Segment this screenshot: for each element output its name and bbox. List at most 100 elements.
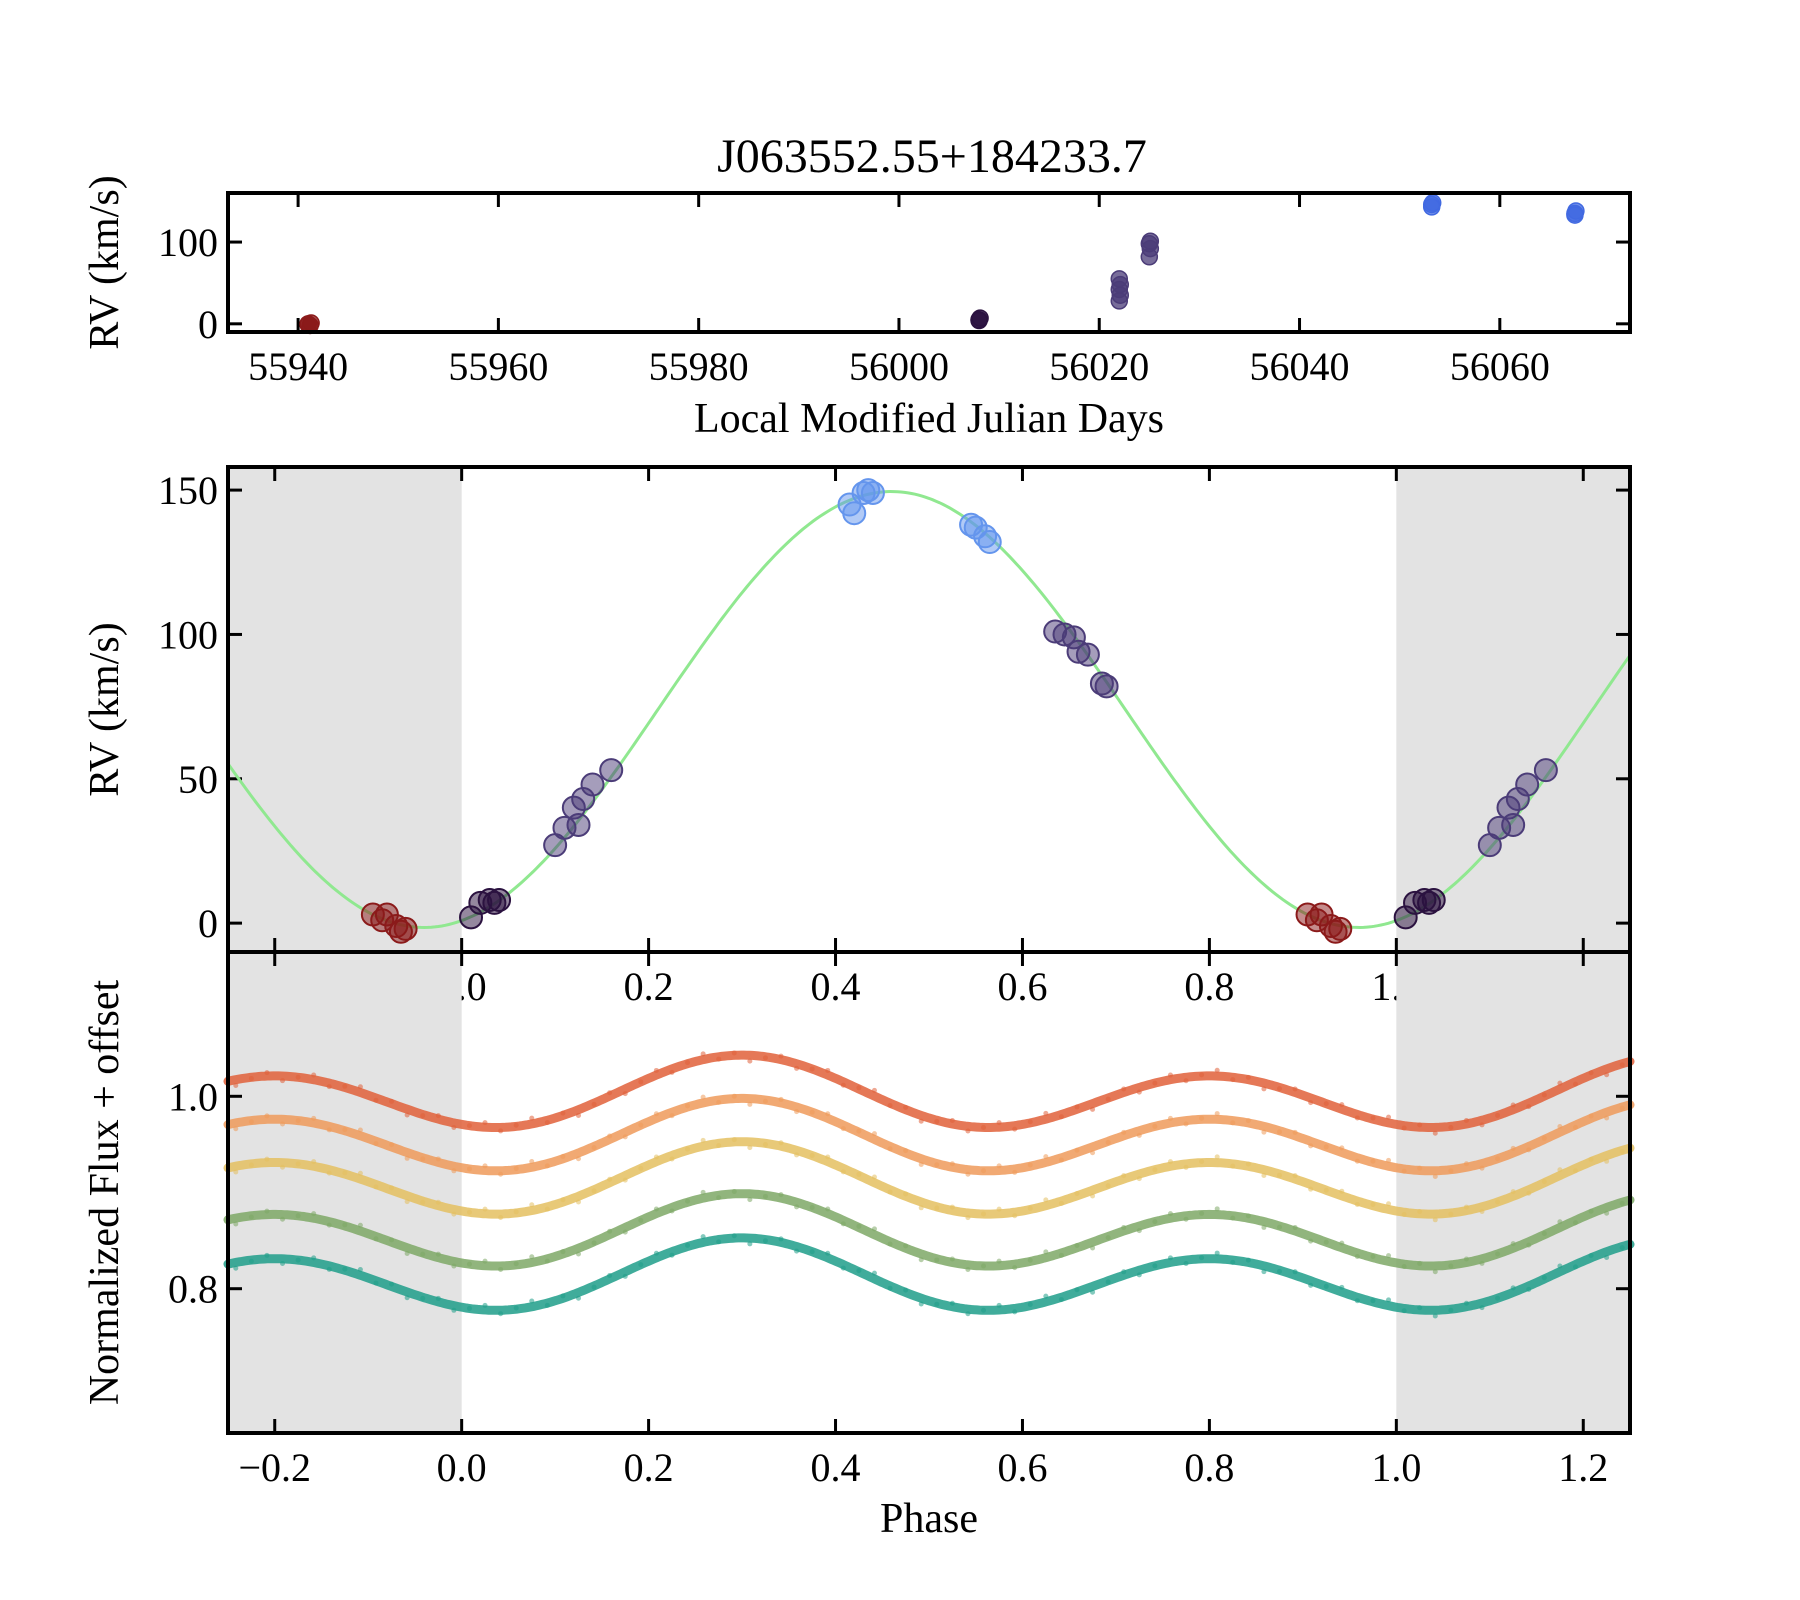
flux-point [1136, 1228, 1142, 1234]
flux-point [887, 1241, 893, 1247]
y-axis-label: Normalized Flux + offset [82, 980, 128, 1406]
shaded-region [1396, 467, 1630, 952]
flux-point [1183, 1164, 1189, 1170]
flux-point [311, 1072, 317, 1078]
flux-point [669, 1069, 675, 1075]
flux-point [1588, 1156, 1594, 1162]
flux-point [373, 1280, 379, 1286]
flux-point [731, 1189, 737, 1195]
flux-point [607, 1133, 613, 1139]
x-tick-label: −0.2 [238, 1445, 311, 1490]
flux-point [981, 1307, 987, 1313]
flux-point [871, 1270, 877, 1276]
flux-point [653, 1250, 659, 1256]
flux-point [1277, 1129, 1282, 1135]
flux-point [466, 1209, 472, 1215]
flux-point [342, 1127, 348, 1133]
flux-point [856, 1085, 862, 1091]
flux-light-curve [223, 1137, 1635, 1219]
flux-point [248, 1162, 254, 1168]
flux-point [1448, 1263, 1454, 1269]
flux-point [1588, 1253, 1594, 1259]
rv-phase-point [842, 501, 867, 526]
flux-point [1323, 1144, 1329, 1150]
flux-point [903, 1104, 909, 1110]
flux-point [1105, 1183, 1111, 1189]
flux-point [248, 1214, 254, 1220]
flux-point [498, 1128, 504, 1134]
flux-point [1183, 1121, 1189, 1127]
flux-point [1510, 1241, 1516, 1247]
flux-point [1572, 1081, 1578, 1087]
flux-point [778, 1236, 784, 1242]
flux-point [544, 1302, 550, 1308]
flux-point [1619, 1148, 1625, 1154]
flux-point [1121, 1173, 1127, 1179]
flux-point [1417, 1122, 1423, 1128]
flux-point [1339, 1188, 1345, 1194]
flux-point [1136, 1272, 1142, 1278]
flux-point [1619, 1200, 1625, 1206]
flux-point [591, 1188, 597, 1194]
flux-point [949, 1256, 955, 1262]
flux-point [700, 1137, 706, 1143]
rv-phase-point [860, 480, 885, 505]
flux-point [529, 1254, 535, 1260]
flux-point [1230, 1077, 1236, 1083]
flux-point [949, 1300, 955, 1306]
flux-point [1167, 1211, 1173, 1217]
y-tick-label: 100 [158, 220, 218, 265]
flux-point [1090, 1193, 1096, 1199]
rv-phase-point [599, 758, 624, 783]
rv-point [1110, 270, 1129, 288]
x-tick-label: 0.6 [997, 964, 1047, 1009]
flux-point [638, 1122, 644, 1128]
flux-point [638, 1217, 644, 1223]
flux-point [731, 1050, 737, 1056]
flux-point [576, 1156, 581, 1162]
flux-point [1245, 1074, 1251, 1080]
flux-point [1292, 1173, 1298, 1179]
flux-point [435, 1156, 441, 1162]
flux-point [1121, 1225, 1127, 1231]
flux-point [1386, 1297, 1392, 1303]
flux-point [435, 1113, 441, 1119]
flux-point [825, 1250, 831, 1256]
flux-point [934, 1301, 940, 1307]
flux-point [840, 1126, 846, 1132]
flux-point [1557, 1263, 1563, 1269]
flux-point [1401, 1308, 1407, 1314]
flux-point [1152, 1263, 1158, 1269]
flux-point [669, 1113, 675, 1119]
flux-point [311, 1211, 317, 1217]
flux-point [1463, 1256, 1469, 1262]
flux-point [856, 1171, 862, 1177]
flux-point [529, 1298, 535, 1304]
x-tick-label: 1.0 [1371, 1445, 1421, 1490]
flux-point [420, 1113, 426, 1119]
flux-point [669, 1252, 675, 1258]
flux-point [1370, 1202, 1376, 1208]
flux-point [1277, 1224, 1282, 1230]
flux-point [996, 1258, 1002, 1264]
y-tick-label: 0 [198, 901, 218, 946]
flux-point [248, 1258, 254, 1264]
flux-point [996, 1206, 1002, 1212]
flux-point [638, 1165, 644, 1171]
flux-point [1370, 1298, 1376, 1304]
flux-point [389, 1098, 395, 1104]
flux-point [747, 1145, 753, 1151]
flux-point [1588, 1070, 1594, 1076]
flux-point [794, 1065, 800, 1071]
flux-point [311, 1115, 317, 1121]
flux-point [482, 1206, 488, 1212]
flux-point [1074, 1191, 1080, 1197]
flux-point [233, 1126, 239, 1132]
flux-light-curve [223, 1233, 1635, 1315]
flux-point [1386, 1157, 1392, 1163]
flux-point [1199, 1255, 1205, 1261]
flux-point [1090, 1245, 1096, 1251]
flux-point [248, 1075, 254, 1081]
flux-point [498, 1171, 504, 1177]
flux-point [1308, 1238, 1314, 1244]
